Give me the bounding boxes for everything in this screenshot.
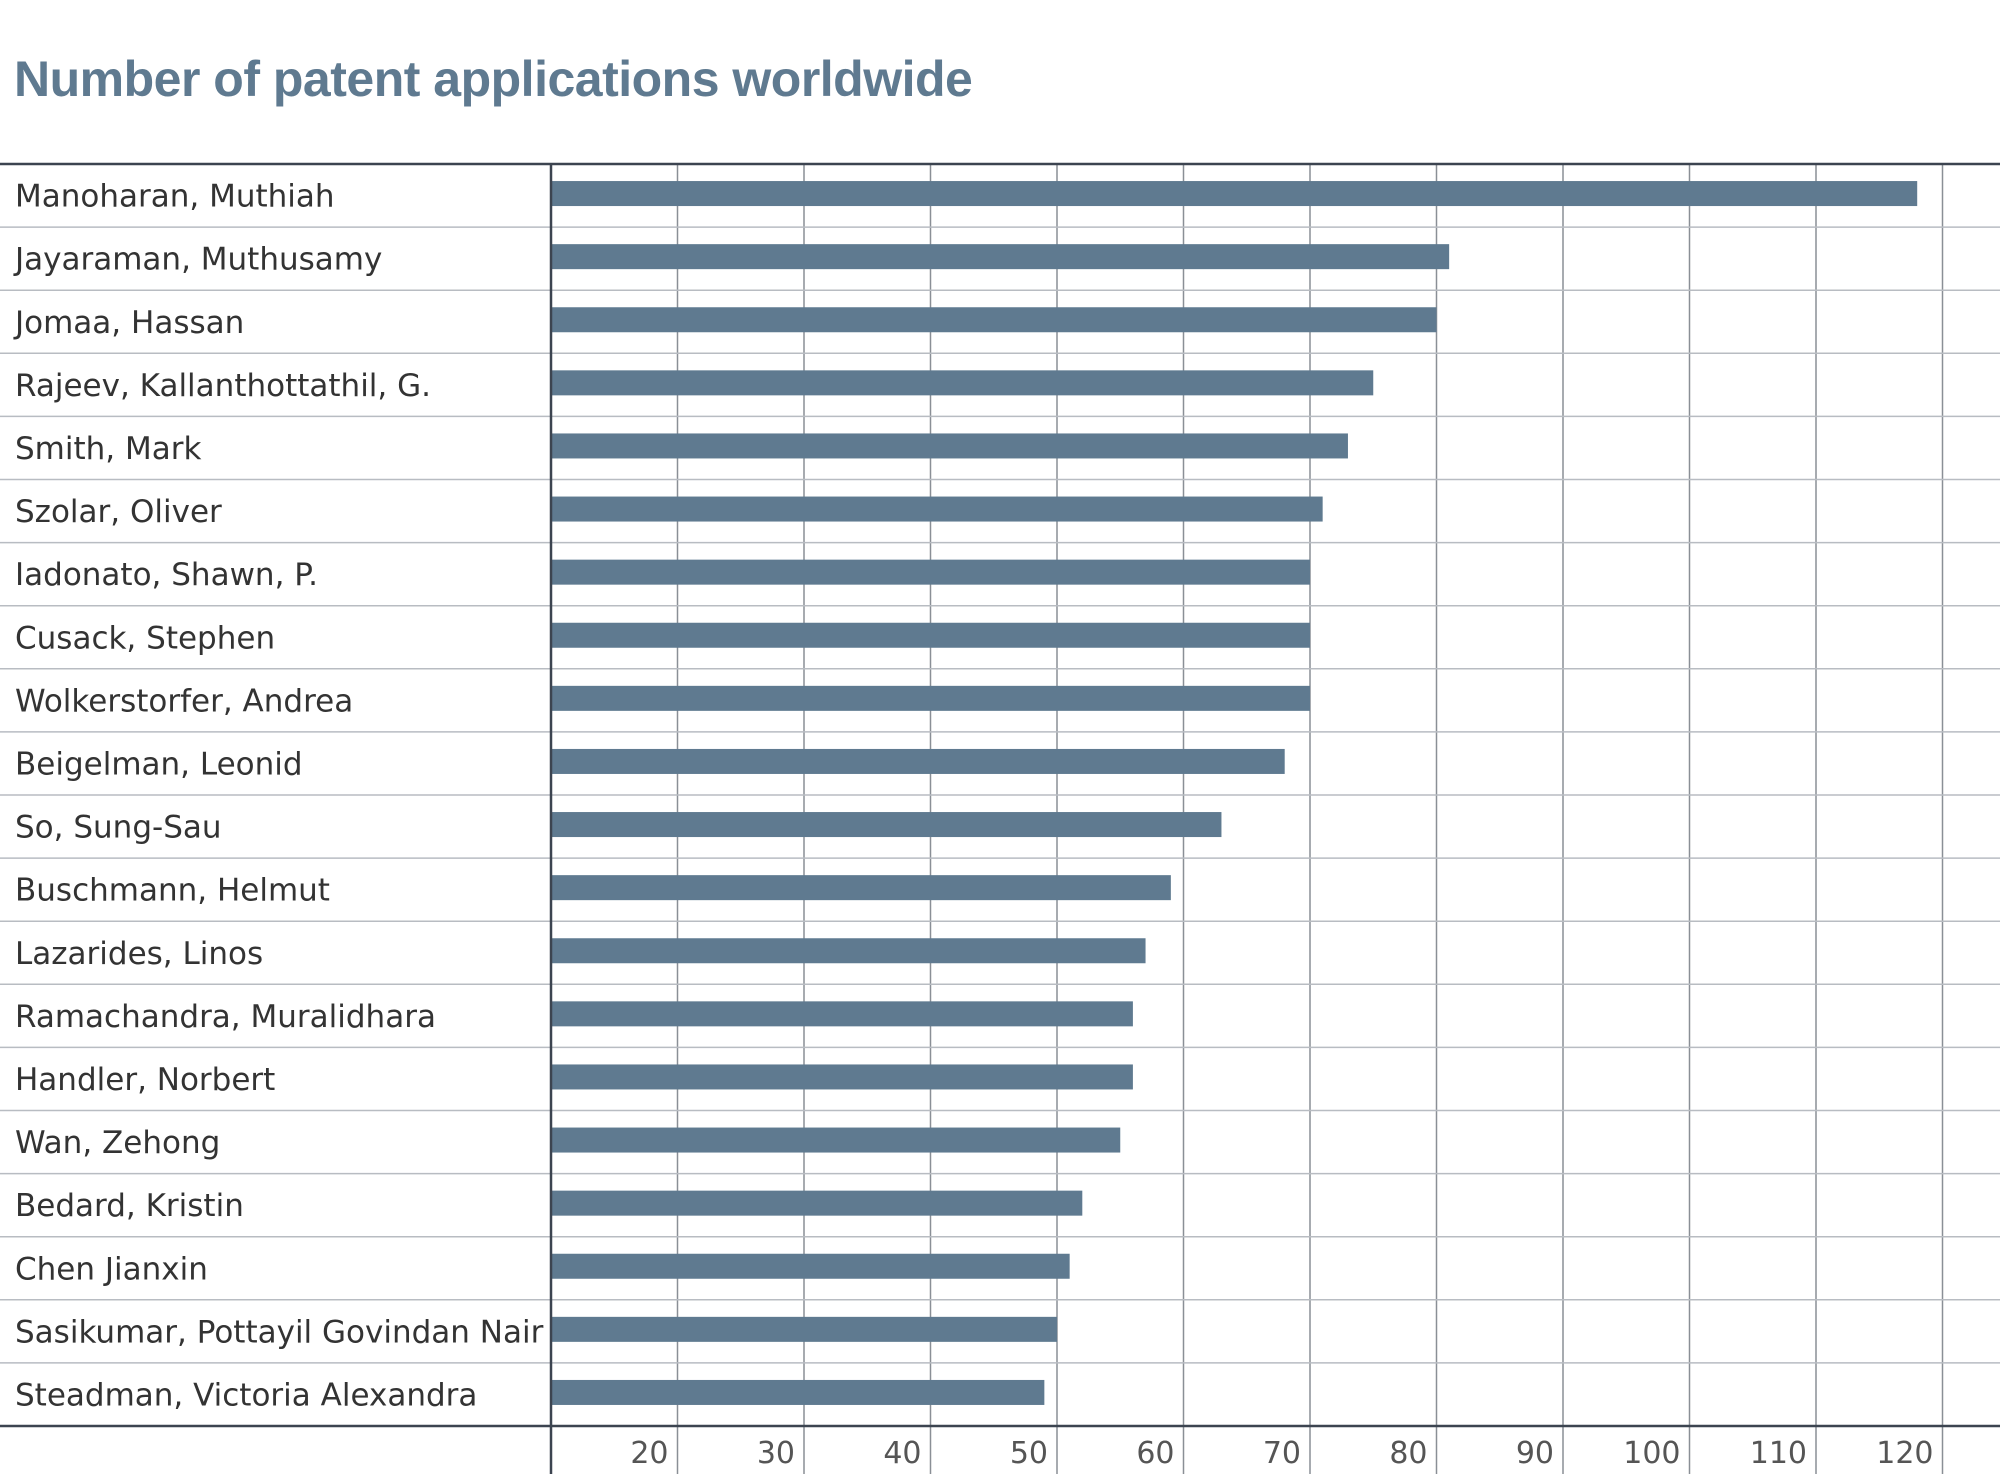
category-label: Steadman, Victoria Alexandra [15,1377,477,1413]
bar [551,1317,1057,1342]
bars [551,181,1917,1405]
x-tick-label: 20 [630,1436,668,1471]
x-tick-label: 110 [1750,1436,1807,1471]
bar [551,1001,1133,1026]
x-tick-label: 80 [1389,1436,1427,1471]
category-label: Beigelman, Leonid [15,746,303,782]
category-label: Rajeev, Kallanthottathil, G. [15,368,431,404]
x-tick-label: 100 [1623,1436,1680,1471]
x-tick-label: 60 [1136,1436,1174,1471]
bar [551,812,1221,837]
category-label: Sasikumar, Pottayil Govindan Nair [15,1314,544,1350]
bar [551,497,1323,522]
x-tick-label: 120 [1876,1436,1933,1471]
category-labels: Manoharan, Muthiah Jayaraman, Muthusamy Jo… [13,179,544,1414]
category-label: Szolar, Oliver [15,494,222,530]
bar [551,244,1449,269]
category-label: Manoharan, Muthiah [15,179,335,215]
bar [551,1191,1082,1216]
bar [551,560,1310,585]
category-label: Smith, Mark [15,431,201,467]
bar [551,938,1146,963]
category-label: Buschmann, Helmut [15,873,330,909]
category-label: Lazarides, Linos [15,936,263,972]
bar [551,370,1373,395]
category-label: Jomaa, Hassan [13,305,244,341]
category-label: Handler, Norbert [15,1062,275,1098]
category-label: Wolkerstorfer, Andrea [15,683,353,719]
x-tick-label: 30 [757,1436,795,1471]
x-tick-label: 40 [883,1436,921,1471]
x-tick-label: 70 [1263,1436,1301,1471]
bar [551,433,1348,458]
category-label: So, Sung-Sau [15,810,222,846]
bar [551,749,1285,774]
bar [551,875,1171,900]
x-tick-labels: 20 30 40 50 60 70 80 90 100 110 120 [630,1436,1933,1471]
bar [551,307,1437,332]
category-label: Ramachandra, Muralidhara [15,999,436,1035]
bar [551,1254,1070,1279]
bar [551,686,1310,711]
category-label: Iadonato, Shawn, P. [15,557,318,593]
bar [551,1064,1133,1089]
category-label: Wan, Zehong [15,1125,220,1161]
category-label: Bedard, Kristin [15,1188,244,1224]
category-label: Jayaraman, Muthusamy [13,242,382,278]
bar [551,1380,1044,1405]
category-label: Cusack, Stephen [15,620,275,656]
bar [551,1128,1120,1153]
bar [551,623,1310,648]
x-tick-label: 90 [1516,1436,1554,1471]
category-label: Chen Jianxin [15,1251,208,1287]
x-tick-label: 50 [1010,1436,1048,1471]
bar [551,181,1917,206]
